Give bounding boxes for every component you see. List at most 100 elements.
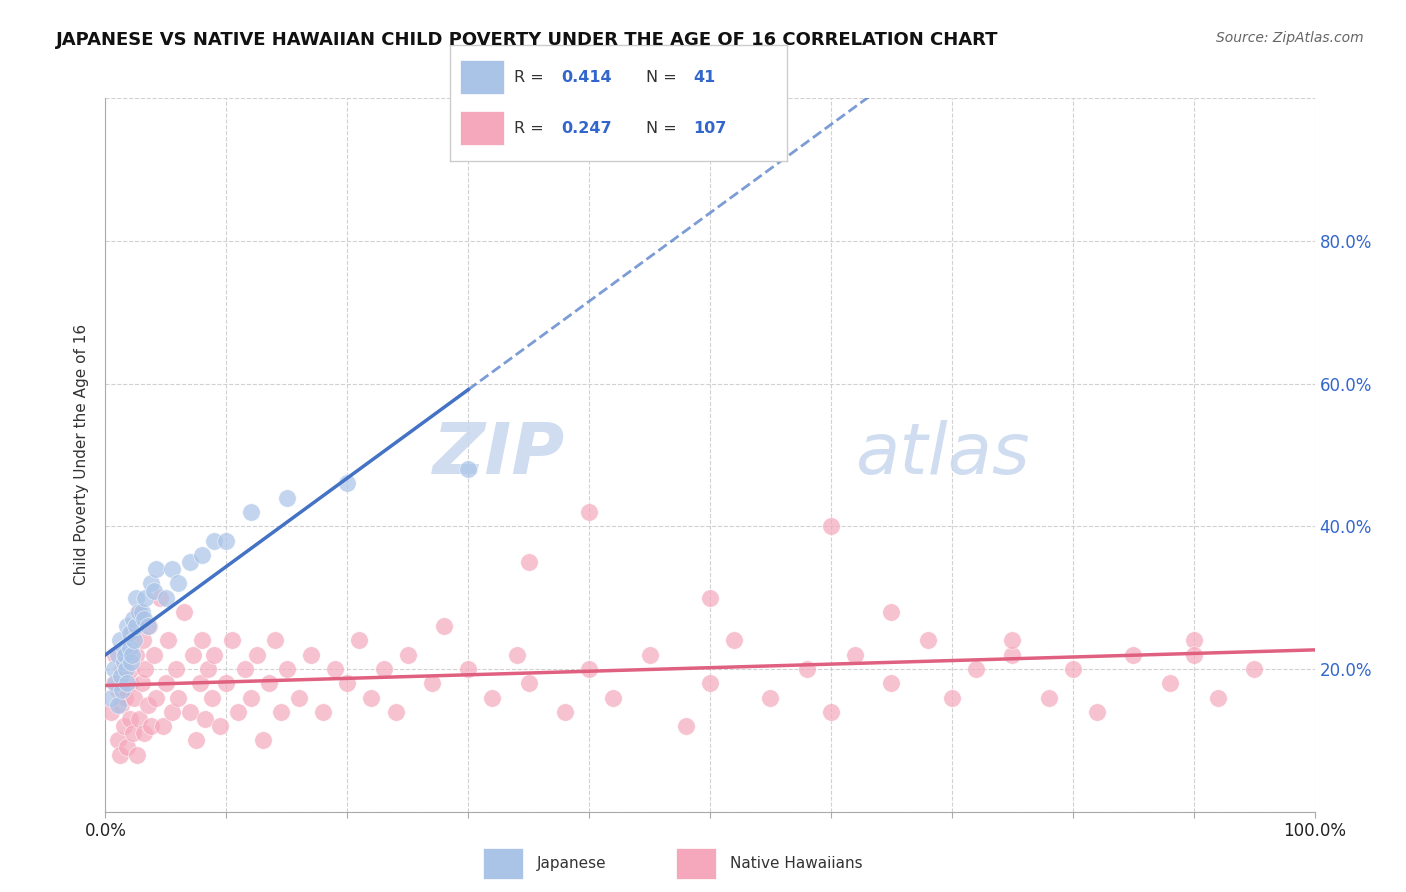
Point bbox=[578, 662, 600, 676]
Text: JAPANESE VS NATIVE HAWAIIAN CHILD POVERTY UNDER THE AGE OF 16 CORRELATION CHART: JAPANESE VS NATIVE HAWAIIAN CHILD POVERT… bbox=[56, 31, 998, 49]
Point bbox=[104, 676, 127, 690]
Point bbox=[602, 690, 624, 705]
Point bbox=[481, 690, 503, 705]
Point bbox=[145, 562, 167, 576]
Point bbox=[1038, 690, 1060, 705]
Point bbox=[965, 662, 987, 676]
Point bbox=[723, 633, 745, 648]
Point bbox=[360, 690, 382, 705]
Point bbox=[336, 476, 359, 491]
Point bbox=[638, 648, 661, 662]
Point bbox=[122, 726, 145, 740]
Point bbox=[820, 705, 842, 719]
Point bbox=[323, 662, 346, 676]
Point bbox=[1001, 633, 1024, 648]
Point bbox=[336, 676, 359, 690]
Point bbox=[134, 726, 156, 740]
Point bbox=[276, 662, 298, 676]
Point bbox=[167, 690, 190, 705]
Text: 0.414: 0.414 bbox=[561, 70, 612, 85]
Point bbox=[118, 640, 141, 655]
Point bbox=[396, 648, 419, 662]
Point bbox=[699, 676, 721, 690]
Text: R =: R = bbox=[515, 120, 548, 136]
Point bbox=[384, 705, 406, 719]
Point bbox=[191, 548, 214, 562]
Text: N =: N = bbox=[645, 70, 682, 85]
Point bbox=[112, 719, 135, 733]
Text: ZIP: ZIP bbox=[433, 420, 565, 490]
Point bbox=[759, 690, 782, 705]
Point bbox=[155, 591, 177, 605]
Point bbox=[675, 719, 697, 733]
Point bbox=[152, 719, 174, 733]
Point bbox=[246, 648, 269, 662]
Point bbox=[941, 690, 963, 705]
Bar bbox=[676, 848, 717, 879]
Point bbox=[125, 747, 148, 762]
Point bbox=[1182, 633, 1205, 648]
Point bbox=[131, 676, 153, 690]
Point bbox=[578, 505, 600, 519]
Y-axis label: Child Poverty Under the Age of 16: Child Poverty Under the Age of 16 bbox=[75, 325, 90, 585]
Point bbox=[221, 633, 243, 648]
Point bbox=[157, 633, 180, 648]
Point bbox=[141, 576, 163, 591]
Point bbox=[202, 648, 225, 662]
Point bbox=[111, 683, 134, 698]
Point bbox=[239, 505, 262, 519]
Point bbox=[312, 705, 335, 719]
Text: Japanese: Japanese bbox=[537, 855, 606, 871]
Point bbox=[257, 676, 280, 690]
Point bbox=[1206, 690, 1229, 705]
Point bbox=[115, 740, 138, 755]
Point bbox=[165, 662, 187, 676]
Point bbox=[108, 633, 131, 648]
Text: atlas: atlas bbox=[855, 420, 1029, 490]
Point bbox=[457, 462, 479, 476]
Point bbox=[118, 626, 141, 640]
Point bbox=[160, 562, 183, 576]
Point bbox=[239, 690, 262, 705]
Bar bbox=[460, 111, 503, 145]
Point bbox=[228, 705, 250, 719]
Point bbox=[201, 690, 224, 705]
Point bbox=[103, 676, 125, 690]
Text: Source: ZipAtlas.com: Source: ZipAtlas.com bbox=[1216, 31, 1364, 45]
Point bbox=[197, 662, 219, 676]
Point bbox=[112, 655, 135, 669]
Point bbox=[252, 733, 274, 747]
Point bbox=[124, 633, 146, 648]
Point bbox=[125, 619, 148, 633]
Point bbox=[115, 676, 138, 690]
Text: N =: N = bbox=[645, 120, 682, 136]
Point bbox=[796, 662, 818, 676]
Text: Native Hawaiians: Native Hawaiians bbox=[730, 855, 863, 871]
Point bbox=[112, 640, 135, 655]
Point bbox=[554, 705, 576, 719]
Point bbox=[132, 633, 155, 648]
Point bbox=[131, 605, 153, 619]
Point bbox=[114, 648, 136, 662]
Point bbox=[107, 733, 129, 747]
Point bbox=[110, 698, 132, 712]
Point bbox=[1182, 648, 1205, 662]
Point bbox=[173, 605, 195, 619]
Point bbox=[1122, 648, 1144, 662]
Point bbox=[167, 576, 190, 591]
Point bbox=[276, 491, 298, 505]
Point bbox=[118, 712, 141, 726]
Point bbox=[142, 583, 165, 598]
Point bbox=[160, 705, 183, 719]
Point bbox=[263, 633, 285, 648]
Text: R =: R = bbox=[515, 70, 548, 85]
Point bbox=[215, 533, 238, 548]
Point bbox=[142, 648, 165, 662]
Point bbox=[134, 612, 156, 626]
Point bbox=[136, 619, 159, 633]
Point bbox=[118, 676, 141, 690]
Point bbox=[270, 705, 292, 719]
Point bbox=[1159, 676, 1181, 690]
Point bbox=[880, 676, 903, 690]
Point bbox=[104, 648, 127, 662]
